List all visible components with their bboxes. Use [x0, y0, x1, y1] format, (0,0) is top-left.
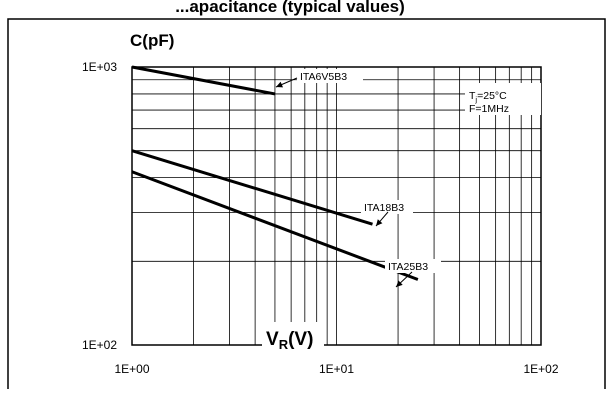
series-label-background — [361, 200, 413, 214]
plot-frame — [131, 66, 542, 346]
x-tick-label: 1E+01 — [319, 362, 354, 376]
arrow-head — [376, 219, 383, 226]
series-label: ITA25B3 — [388, 261, 428, 273]
x-axis-label-background — [262, 322, 324, 350]
conditions-box: Tj=25°C F=1MHz — [465, 83, 541, 115]
x-tick-label: 1E+02 — [523, 362, 558, 376]
conditions-background — [465, 83, 541, 115]
series-line — [131, 149, 373, 226]
temperature-condition: Tj=25°C — [469, 90, 507, 104]
arrow-head — [276, 81, 283, 88]
y-tick-label: 1E+03 — [82, 60, 117, 74]
y-axis-label: C(pF) — [130, 31, 174, 50]
tick-labels: 1E+00 1E+01 1E+02 1E+03 1E+02 — [82, 60, 559, 376]
series-label-background — [385, 259, 441, 273]
series-layer: ITA6V5B3 ITA18B3 ITA25B3 — [131, 65, 441, 288]
x-axis-label: VR(V) — [266, 329, 313, 352]
chart-title: ...apacitance (typical values) — [175, 0, 405, 16]
series-label: ITA6V5B3 — [300, 71, 347, 83]
y-tick-label: 1E+02 — [82, 338, 117, 352]
frequency-condition: F=1MHz — [469, 103, 509, 115]
x-axis-label-box: VR(V) — [262, 322, 324, 352]
series-line — [131, 170, 419, 281]
series-label: ITA18B3 — [364, 202, 404, 214]
series-label-background — [297, 69, 363, 83]
series-line — [131, 65, 276, 96]
x-tick-label: 1E+00 — [114, 362, 149, 376]
arrow-head — [396, 280, 403, 287]
